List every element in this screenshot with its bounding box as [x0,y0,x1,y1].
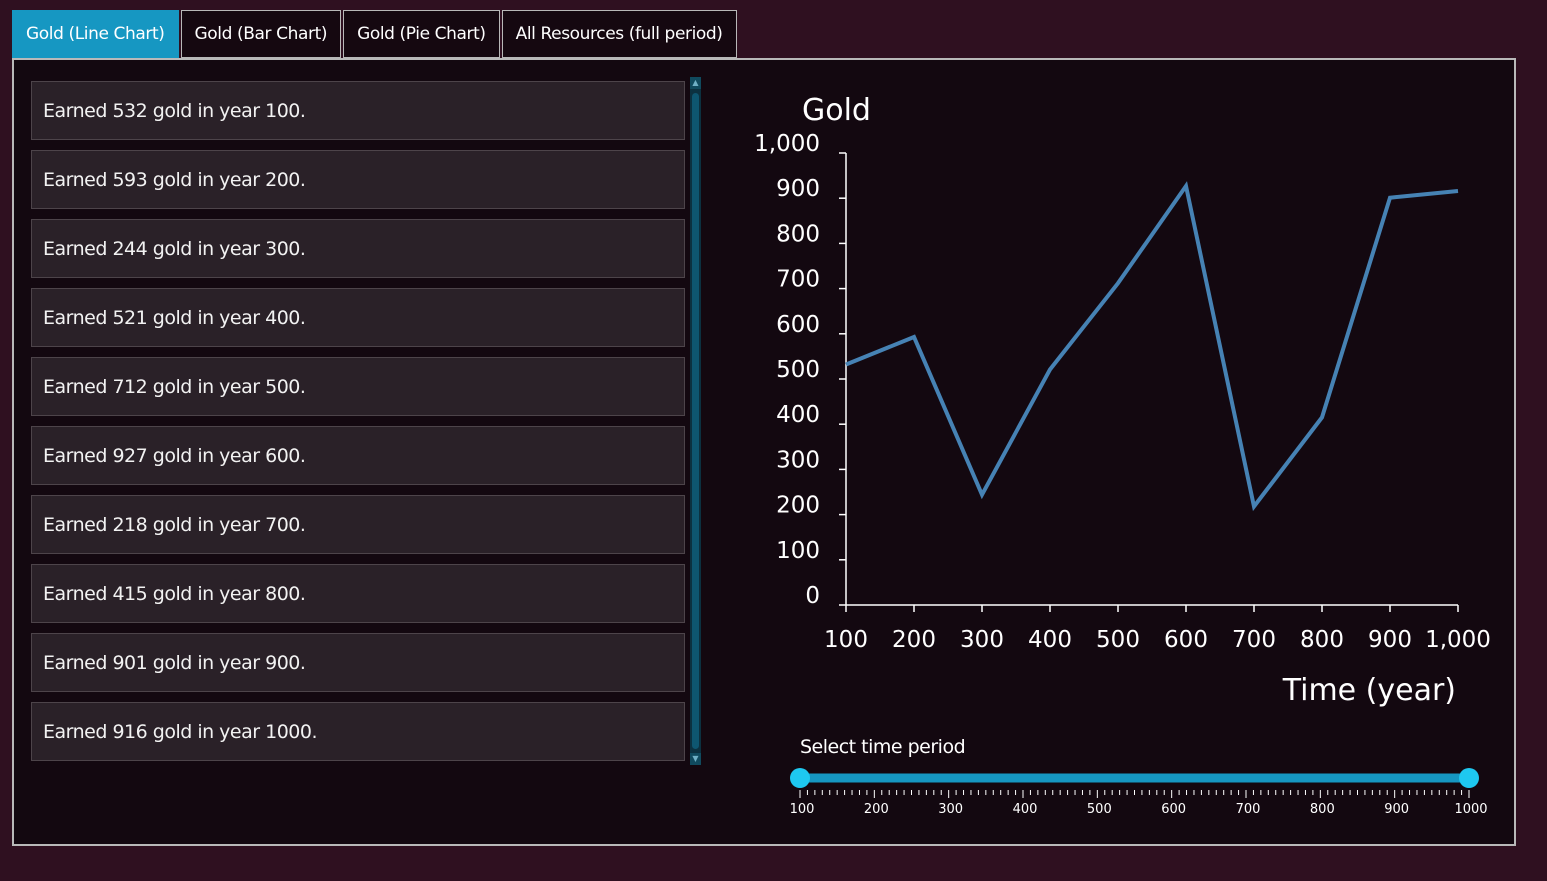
x-tick-label: 800 [1300,627,1344,653]
chart-title: Gold [802,93,871,128]
slider-tick-label: 800 [1310,802,1335,817]
list-item[interactable]: Earned 218 gold in year 700. [31,495,685,554]
tab-gold-pie-chart[interactable]: Gold (Pie Chart) [343,10,500,58]
y-tick-label: 700 [776,267,820,293]
list-item[interactable]: Earned 415 gold in year 800. [31,564,685,623]
list-item[interactable]: Earned 916 gold in year 1000. [31,702,685,761]
list-item[interactable]: Earned 927 gold in year 600. [31,426,685,485]
x-tick-label: 1,000 [1425,627,1491,653]
tab-gold-bar-chart[interactable]: Gold (Bar Chart) [180,10,342,58]
y-tick-label: 0 [805,583,820,609]
gold-earnings-list: Earned 532 gold in year 100. Earned 593 … [31,81,685,771]
slider-tick-label: 500 [1087,802,1112,817]
x-tick-label: 400 [1028,627,1072,653]
y-tick-label: 900 [776,176,820,202]
y-tick-label: 600 [776,312,820,338]
series-points [845,185,1459,507]
gold-series-line [845,181,1459,512]
y-tick-label: 800 [776,221,820,247]
time-period-slider[interactable]: 100 200 300 400 500 600 700 800 900 1000 [790,768,1488,817]
x-tick-label: 200 [892,627,936,653]
slider-tick-label: 300 [938,802,963,817]
scroll-up-icon[interactable]: ▲ [690,77,701,89]
list-item[interactable]: Earned 532 gold in year 100. [31,81,685,140]
tab-gold-line-chart[interactable]: Gold (Line Chart) [12,10,179,58]
slider-tick-label: 100 [790,802,815,817]
tab-all-resources[interactable]: All Resources (full period) [501,10,737,58]
x-axis: 100 200 300 400 500 600 700 800 900 1,000 [824,604,1491,653]
y-tick-label: 400 [776,402,820,428]
x-tick-label: 900 [1368,627,1412,653]
y-tick-label: 100 [776,538,820,564]
list-item[interactable]: Earned 244 gold in year 300. [31,219,685,278]
y-tick-label: 300 [776,447,820,473]
list-item[interactable]: Earned 901 gold in year 900. [31,633,685,692]
list-item[interactable]: Earned 712 gold in year 500. [31,357,685,416]
y-tick-label: 200 [776,493,820,519]
slider-label: Select time period [800,736,966,758]
scroll-down-icon[interactable]: ▼ [690,753,701,765]
content-panel: Earned 532 gold in year 100. Earned 593 … [12,58,1516,846]
list-item[interactable]: Earned 521 gold in year 400. [31,288,685,347]
slider-tick-label: 1000 [1454,802,1487,817]
x-axis-label: Time (year) [1282,673,1456,708]
slider-low-handle[interactable] [790,768,810,788]
y-tick-label: 500 [776,357,820,383]
slider-tick-label: 600 [1161,802,1186,817]
scrollbar-thumb[interactable] [692,93,699,749]
x-tick-label: 600 [1164,627,1208,653]
x-tick-label: 100 [824,627,868,653]
x-tick-label: 500 [1096,627,1140,653]
x-tick-label: 700 [1232,627,1276,653]
slider-tick-label: 900 [1384,802,1409,817]
list-item[interactable]: Earned 593 gold in year 200. [31,150,685,209]
slider-tick-label: 700 [1236,802,1261,817]
x-tick-label: 300 [960,627,1004,653]
list-scrollbar[interactable]: ▲ ▼ [690,77,701,765]
slider-tick-label: 400 [1013,802,1038,817]
slider-high-handle[interactable] [1459,768,1479,788]
y-tick-label: 1,000 [754,131,820,157]
slider-tick-label: 200 [864,802,889,817]
tab-bar: Gold (Line Chart) Gold (Bar Chart) Gold … [12,10,737,58]
y-axis: 0 100 200 300 400 500 600 700 800 900 1,000 [754,131,847,609]
